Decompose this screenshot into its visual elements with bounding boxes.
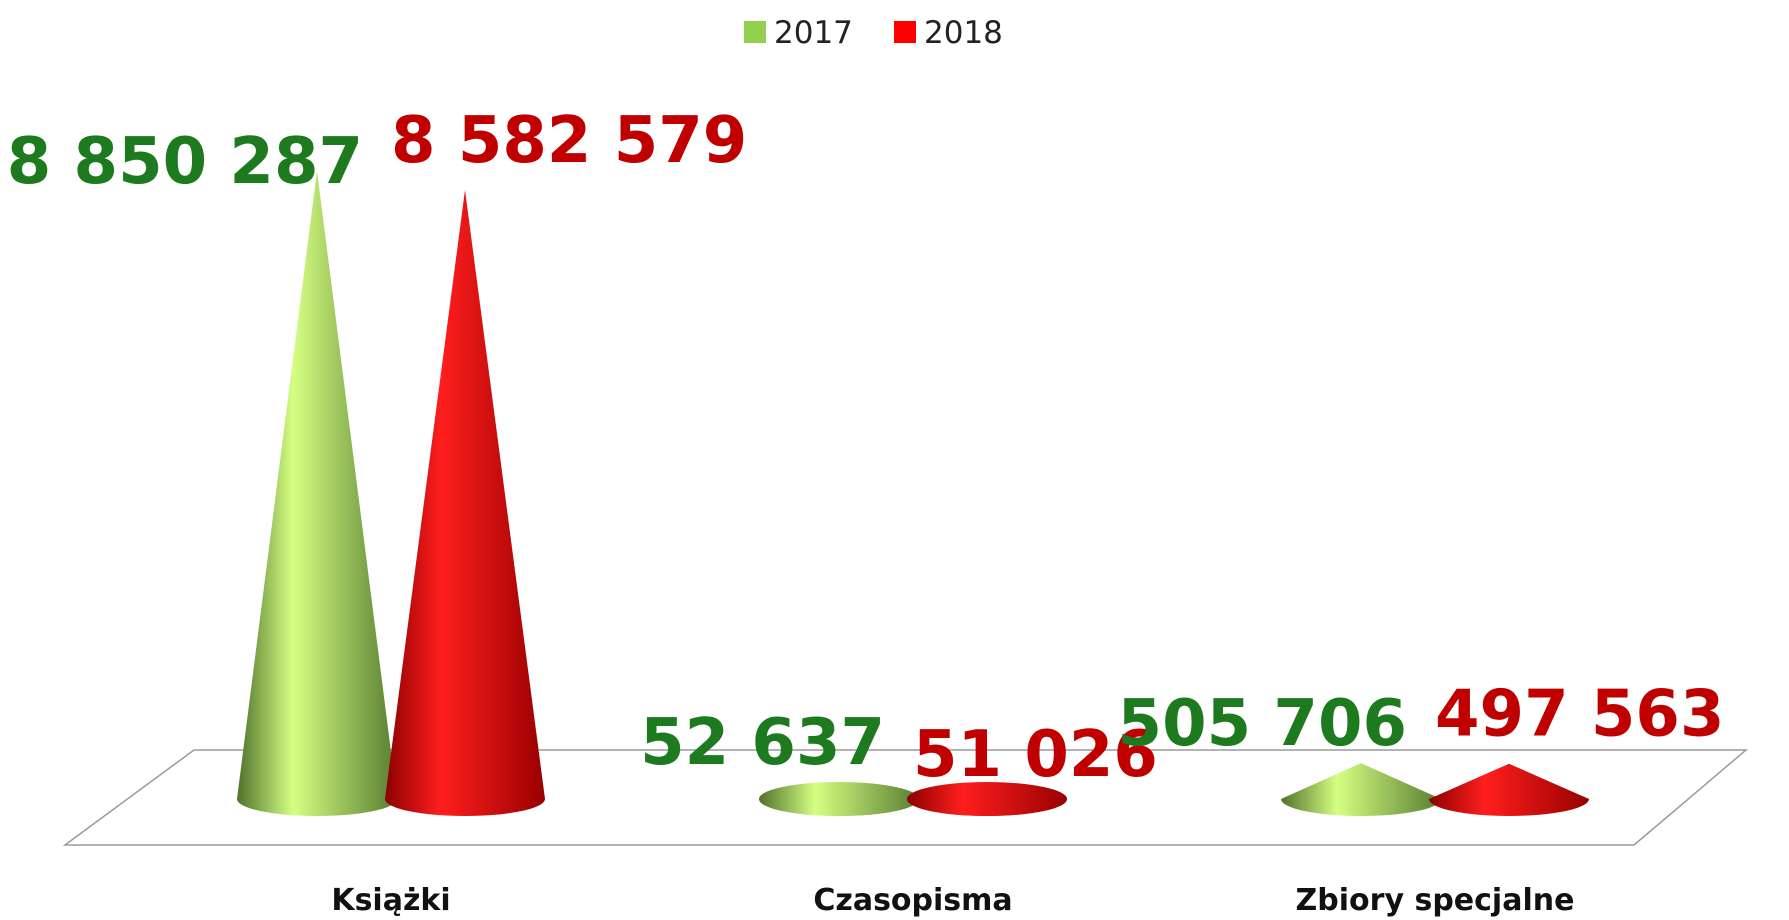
legend-label: 2017 — [774, 15, 853, 51]
cone — [237, 171, 397, 816]
data-label: 497 563 — [1435, 678, 1724, 752]
cone-base — [907, 782, 1067, 816]
legend-label: 2018 — [924, 15, 1003, 51]
data-label: 8 850 287 — [7, 125, 363, 199]
data-label: 52 637 — [640, 706, 885, 780]
data-label: 8 582 579 — [391, 104, 747, 178]
x-tick-label: Zbiory specjalne — [1296, 883, 1575, 918]
cone-base — [759, 782, 919, 816]
x-tick-label: Książki — [331, 883, 450, 918]
cone — [385, 189, 545, 816]
data-label: 505 706 — [1118, 687, 1407, 761]
cone — [1281, 763, 1441, 816]
data-label: 51 026 — [913, 718, 1158, 792]
x-tick-label: Czasopisma — [813, 883, 1012, 918]
legend-swatch — [744, 21, 766, 43]
cone — [1429, 763, 1589, 816]
legend-swatch — [894, 21, 916, 43]
